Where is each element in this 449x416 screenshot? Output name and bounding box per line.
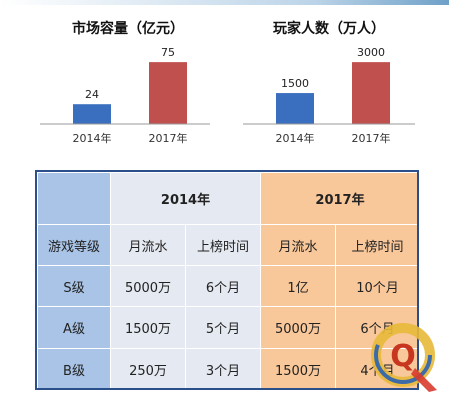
table-cell: 1亿: [260, 265, 336, 307]
tick-label: 2014年: [276, 131, 315, 145]
col-header-level: 游戏等级: [37, 224, 111, 266]
data-label: 1500: [281, 77, 309, 90]
table-cell: 5个月: [185, 306, 261, 349]
bar: [73, 104, 111, 124]
table-cell: 250万: [110, 348, 186, 391]
watermark-logo: Q: [371, 323, 437, 392]
chart-title: 玩家人数（万人）: [273, 20, 385, 37]
table-cell: 5000万: [260, 306, 336, 349]
column-header-row: 游戏等级 月流水 上榜时间 月流水 上榜时间: [37, 224, 420, 266]
tick-label: 2017年: [352, 131, 391, 145]
table-cell: 1500万: [260, 348, 336, 391]
level-cell: S级: [37, 265, 111, 307]
corner-cell: [37, 172, 111, 225]
bar: [276, 93, 314, 124]
tick-label: 2014年: [73, 131, 112, 145]
table-row: B级 250万 3个月 1500万 4个月: [37, 348, 420, 391]
watermark-text: 驱动中国: [347, 391, 432, 416]
col-header-revenue-2014: 月流水: [110, 224, 186, 266]
table-row: S级 5000万 6个月 1亿 10个月: [37, 265, 420, 307]
chart-title: 市场容量（亿元）: [72, 20, 184, 37]
year-2014-header: 2014年: [110, 172, 261, 225]
watermark-letter: Q: [390, 339, 416, 374]
col-header-revenue-2017: 月流水: [260, 224, 336, 266]
player-count-chart: 玩家人数（万人） 1500 2014年 3000 2017年: [243, 20, 415, 145]
market-size-chart: 市场容量（亿元） 24 2014年 75 2017年: [40, 20, 210, 145]
col-header-ranking-2017: 上榜时间: [335, 224, 420, 266]
year-header-row: 2014年 2017年: [37, 172, 420, 225]
col-header-ranking-2014: 上榜时间: [185, 224, 261, 266]
table-cell: 6个月: [185, 265, 261, 307]
table-cell: 1500万: [110, 306, 186, 349]
tick-label: 2017年: [149, 131, 188, 145]
table-cell: 10个月: [335, 265, 420, 307]
data-label: 3000: [357, 46, 385, 59]
bar: [149, 62, 187, 124]
level-cell: B级: [37, 348, 111, 391]
level-cell: A级: [37, 306, 111, 349]
bar: [352, 62, 390, 124]
year-2017-header: 2017年: [260, 172, 420, 225]
table-cell: 3个月: [185, 348, 261, 391]
table-cell: 5000万: [110, 265, 186, 307]
game-level-table: 2014年 2017年 游戏等级 月流水 上榜时间 月流水 上榜时间 S级 50…: [37, 172, 420, 391]
top-accent-bar: [0, 0, 449, 5]
data-label: 24: [85, 88, 99, 101]
data-label: 75: [161, 46, 175, 59]
